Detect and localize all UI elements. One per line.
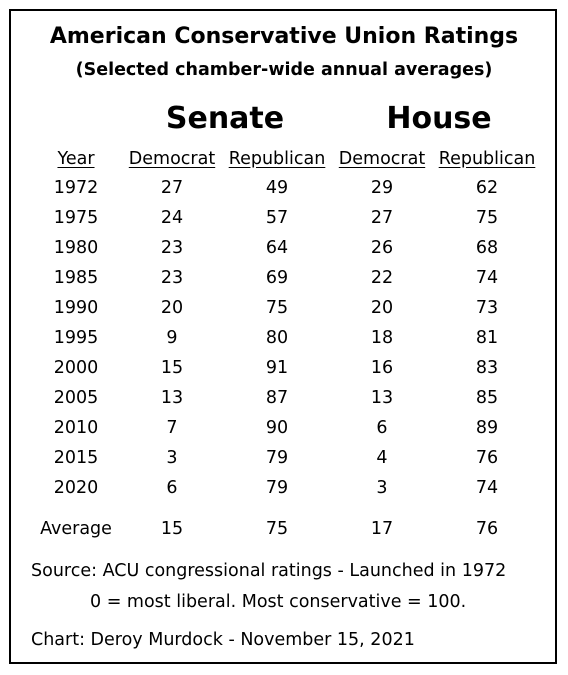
table-cell-senate-republican: 80 bbox=[265, 328, 289, 348]
table-cell-senate-republican: 64 bbox=[265, 238, 289, 258]
table-cell-senate-democrat: 3 bbox=[166, 448, 178, 468]
table-cell-house-democrat: 3 bbox=[376, 478, 388, 498]
average-senate-democrat: 15 bbox=[160, 519, 184, 539]
table-cell-year: 1995 bbox=[53, 328, 99, 348]
table-cell-house-republican: 73 bbox=[475, 298, 499, 318]
ratings-table: 1972 27 49 29 62 1975 24 57 27 75 1980 23 64 26 68 1985… bbox=[53, 178, 499, 498]
table-cell-senate-republican: 57 bbox=[265, 208, 289, 228]
table-cell-year: 1985 bbox=[53, 268, 99, 288]
table-cell-senate-republican: 91 bbox=[265, 358, 289, 378]
column-header-senate-republican: Republican bbox=[228, 149, 326, 169]
table-cell-year: 1972 bbox=[53, 178, 99, 198]
column-header-senate-democrat: Democrat bbox=[128, 149, 216, 169]
table-cell-senate-democrat: 24 bbox=[160, 208, 184, 228]
table-cell-house-republican: 74 bbox=[475, 478, 499, 498]
average-house-democrat: 17 bbox=[370, 519, 394, 539]
table-cell-house-republican: 68 bbox=[475, 238, 499, 258]
table-cell-senate-republican: 79 bbox=[265, 448, 289, 468]
table-cell-senate-democrat: 15 bbox=[160, 358, 184, 378]
table-cell-year: 1975 bbox=[53, 208, 99, 228]
table-cell-year: 1980 bbox=[53, 238, 99, 258]
table-cell-house-republican: 83 bbox=[475, 358, 499, 378]
chart-title: American Conservative Union Ratings bbox=[49, 24, 519, 49]
house-group-header: House bbox=[386, 101, 492, 136]
table-cell-house-republican: 74 bbox=[475, 268, 499, 288]
table-cell-senate-republican: 79 bbox=[265, 478, 289, 498]
table-cell-year: 2015 bbox=[53, 448, 99, 468]
average-house-republican: 76 bbox=[475, 519, 499, 539]
column-header-house-democrat: Democrat bbox=[338, 149, 426, 169]
senate-group-header: Senate bbox=[165, 101, 285, 136]
table-cell-house-democrat: 18 bbox=[370, 328, 394, 348]
table-cell-house-democrat: 22 bbox=[370, 268, 394, 288]
table-cell-senate-democrat: 9 bbox=[166, 328, 178, 348]
table-cell-senate-democrat: 6 bbox=[166, 478, 178, 498]
table-cell-year: 1990 bbox=[53, 298, 99, 318]
table-cell-senate-democrat: 13 bbox=[160, 388, 184, 408]
table-cell-year: 2010 bbox=[53, 418, 99, 438]
table-cell-year: 2005 bbox=[53, 388, 99, 408]
table-cell-house-democrat: 13 bbox=[370, 388, 394, 408]
table-cell-senate-republican: 87 bbox=[265, 388, 289, 408]
table-cell-senate-republican: 75 bbox=[265, 298, 289, 318]
table-cell-senate-democrat: 23 bbox=[160, 268, 184, 288]
table-cell-senate-democrat: 7 bbox=[166, 418, 178, 438]
table-cell-house-democrat: 27 bbox=[370, 208, 394, 228]
table-cell-house-republican: 85 bbox=[475, 388, 499, 408]
scale-note: 0 = most liberal. Most conservative = 10… bbox=[90, 592, 467, 612]
table-cell-senate-democrat: 27 bbox=[160, 178, 184, 198]
table-cell-house-democrat: 4 bbox=[376, 448, 388, 468]
table-cell-house-democrat: 20 bbox=[370, 298, 394, 318]
table-cell-senate-democrat: 20 bbox=[160, 298, 184, 318]
table-cell-senate-republican: 90 bbox=[265, 418, 289, 438]
table-cell-house-democrat: 29 bbox=[370, 178, 394, 198]
table-cell-house-democrat: 16 bbox=[370, 358, 394, 378]
table-cell-year: 2000 bbox=[53, 358, 99, 378]
table-cell-house-democrat: 6 bbox=[376, 418, 388, 438]
table-cell-year: 2020 bbox=[53, 478, 99, 498]
table-cell-senate-democrat: 23 bbox=[160, 238, 184, 258]
table-cell-house-republican: 76 bbox=[475, 448, 499, 468]
table-cell-senate-republican: 49 bbox=[265, 178, 289, 198]
table-cell-house-republican: 81 bbox=[475, 328, 499, 348]
table-cell-house-democrat: 26 bbox=[370, 238, 394, 258]
table-cell-senate-republican: 69 bbox=[265, 268, 289, 288]
average-senate-republican: 75 bbox=[265, 519, 289, 539]
average-label: Average bbox=[40, 519, 112, 539]
table-cell-house-republican: 89 bbox=[475, 418, 499, 438]
chart-subtitle: (Selected chamber-wide annual averages) bbox=[75, 60, 493, 80]
table-cell-house-republican: 62 bbox=[475, 178, 499, 198]
source-note: Source: ACU congressional ratings - Laun… bbox=[31, 561, 507, 581]
chart-frame bbox=[9, 9, 557, 664]
column-header-year: Year bbox=[57, 149, 95, 169]
table-cell-house-republican: 75 bbox=[475, 208, 499, 228]
column-header-house-republican: Republican bbox=[438, 149, 536, 169]
chart-credit: Chart: Deroy Murdock - November 15, 2021 bbox=[31, 630, 415, 650]
